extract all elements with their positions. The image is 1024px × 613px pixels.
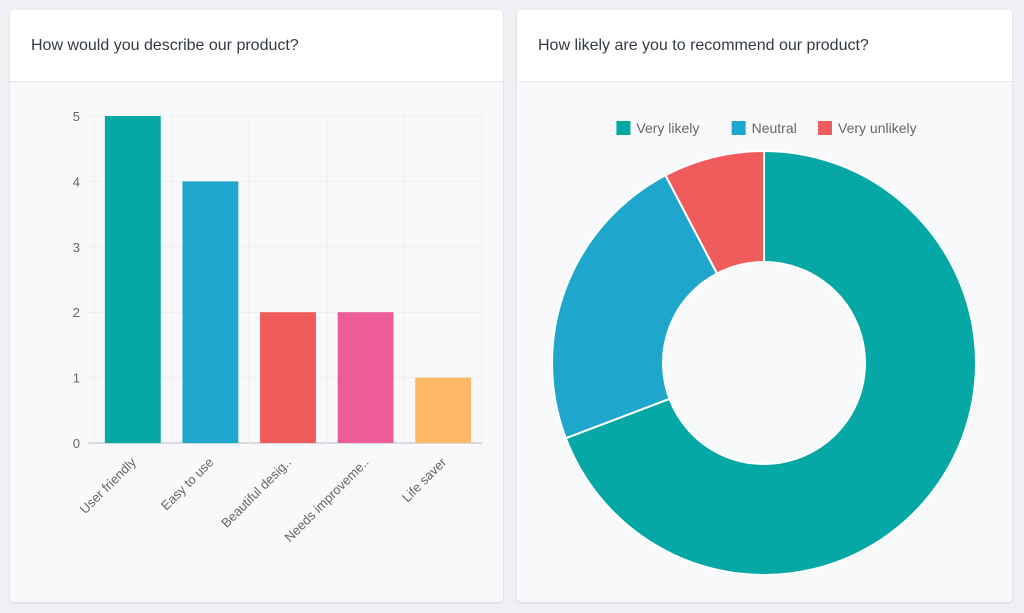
legend-swatch [818, 121, 832, 135]
legend-item: Neutral [731, 120, 797, 136]
y-tick-label: 2 [73, 305, 80, 320]
y-tick-label: 3 [73, 240, 80, 255]
legend-label: Very unlikely [838, 120, 917, 136]
donut-slice [551, 173, 719, 440]
legend-swatch [731, 121, 746, 135]
donut-slice [564, 149, 977, 576]
legend-swatch [616, 121, 631, 135]
donut-chart-card: How likely are you to recommend our prod… [517, 10, 1012, 602]
x-tick-label: Beautiful desig.. [218, 455, 294, 531]
bar [104, 116, 161, 443]
x-tick-label: Easy to use [158, 455, 217, 514]
bar [260, 312, 316, 443]
y-tick-label: 0 [73, 436, 80, 451]
card-title: How likely are you to recommend our prod… [517, 10, 1012, 82]
y-tick-label: 4 [73, 174, 80, 189]
donut-slice [664, 149, 765, 275]
y-tick-label: 1 [73, 371, 80, 386]
legend-item: Very unlikely [818, 120, 917, 136]
bar [337, 312, 394, 443]
y-tick-label: 5 [73, 109, 80, 124]
bar [182, 181, 239, 443]
x-tick-label: Life saver [399, 454, 450, 505]
bar-chart: 0 1 2 3 4 5 User friendly Easy to use Beautiful … [73, 109, 483, 545]
x-tick-label: Needs improveme.. [281, 455, 371, 545]
legend-label: Very likely [636, 120, 699, 136]
legend-item: Very likely [616, 120, 699, 136]
bar [415, 377, 472, 443]
legend-label: Neutral [752, 120, 797, 136]
bar-chart-card: How would you describe our product? 0 1 2 3… [10, 10, 503, 602]
donut-chart: Very likely Neutral Very unlikely [551, 120, 977, 576]
x-tick-label: User friendly [77, 454, 140, 517]
card-title: How would you describe our product? [10, 10, 503, 82]
